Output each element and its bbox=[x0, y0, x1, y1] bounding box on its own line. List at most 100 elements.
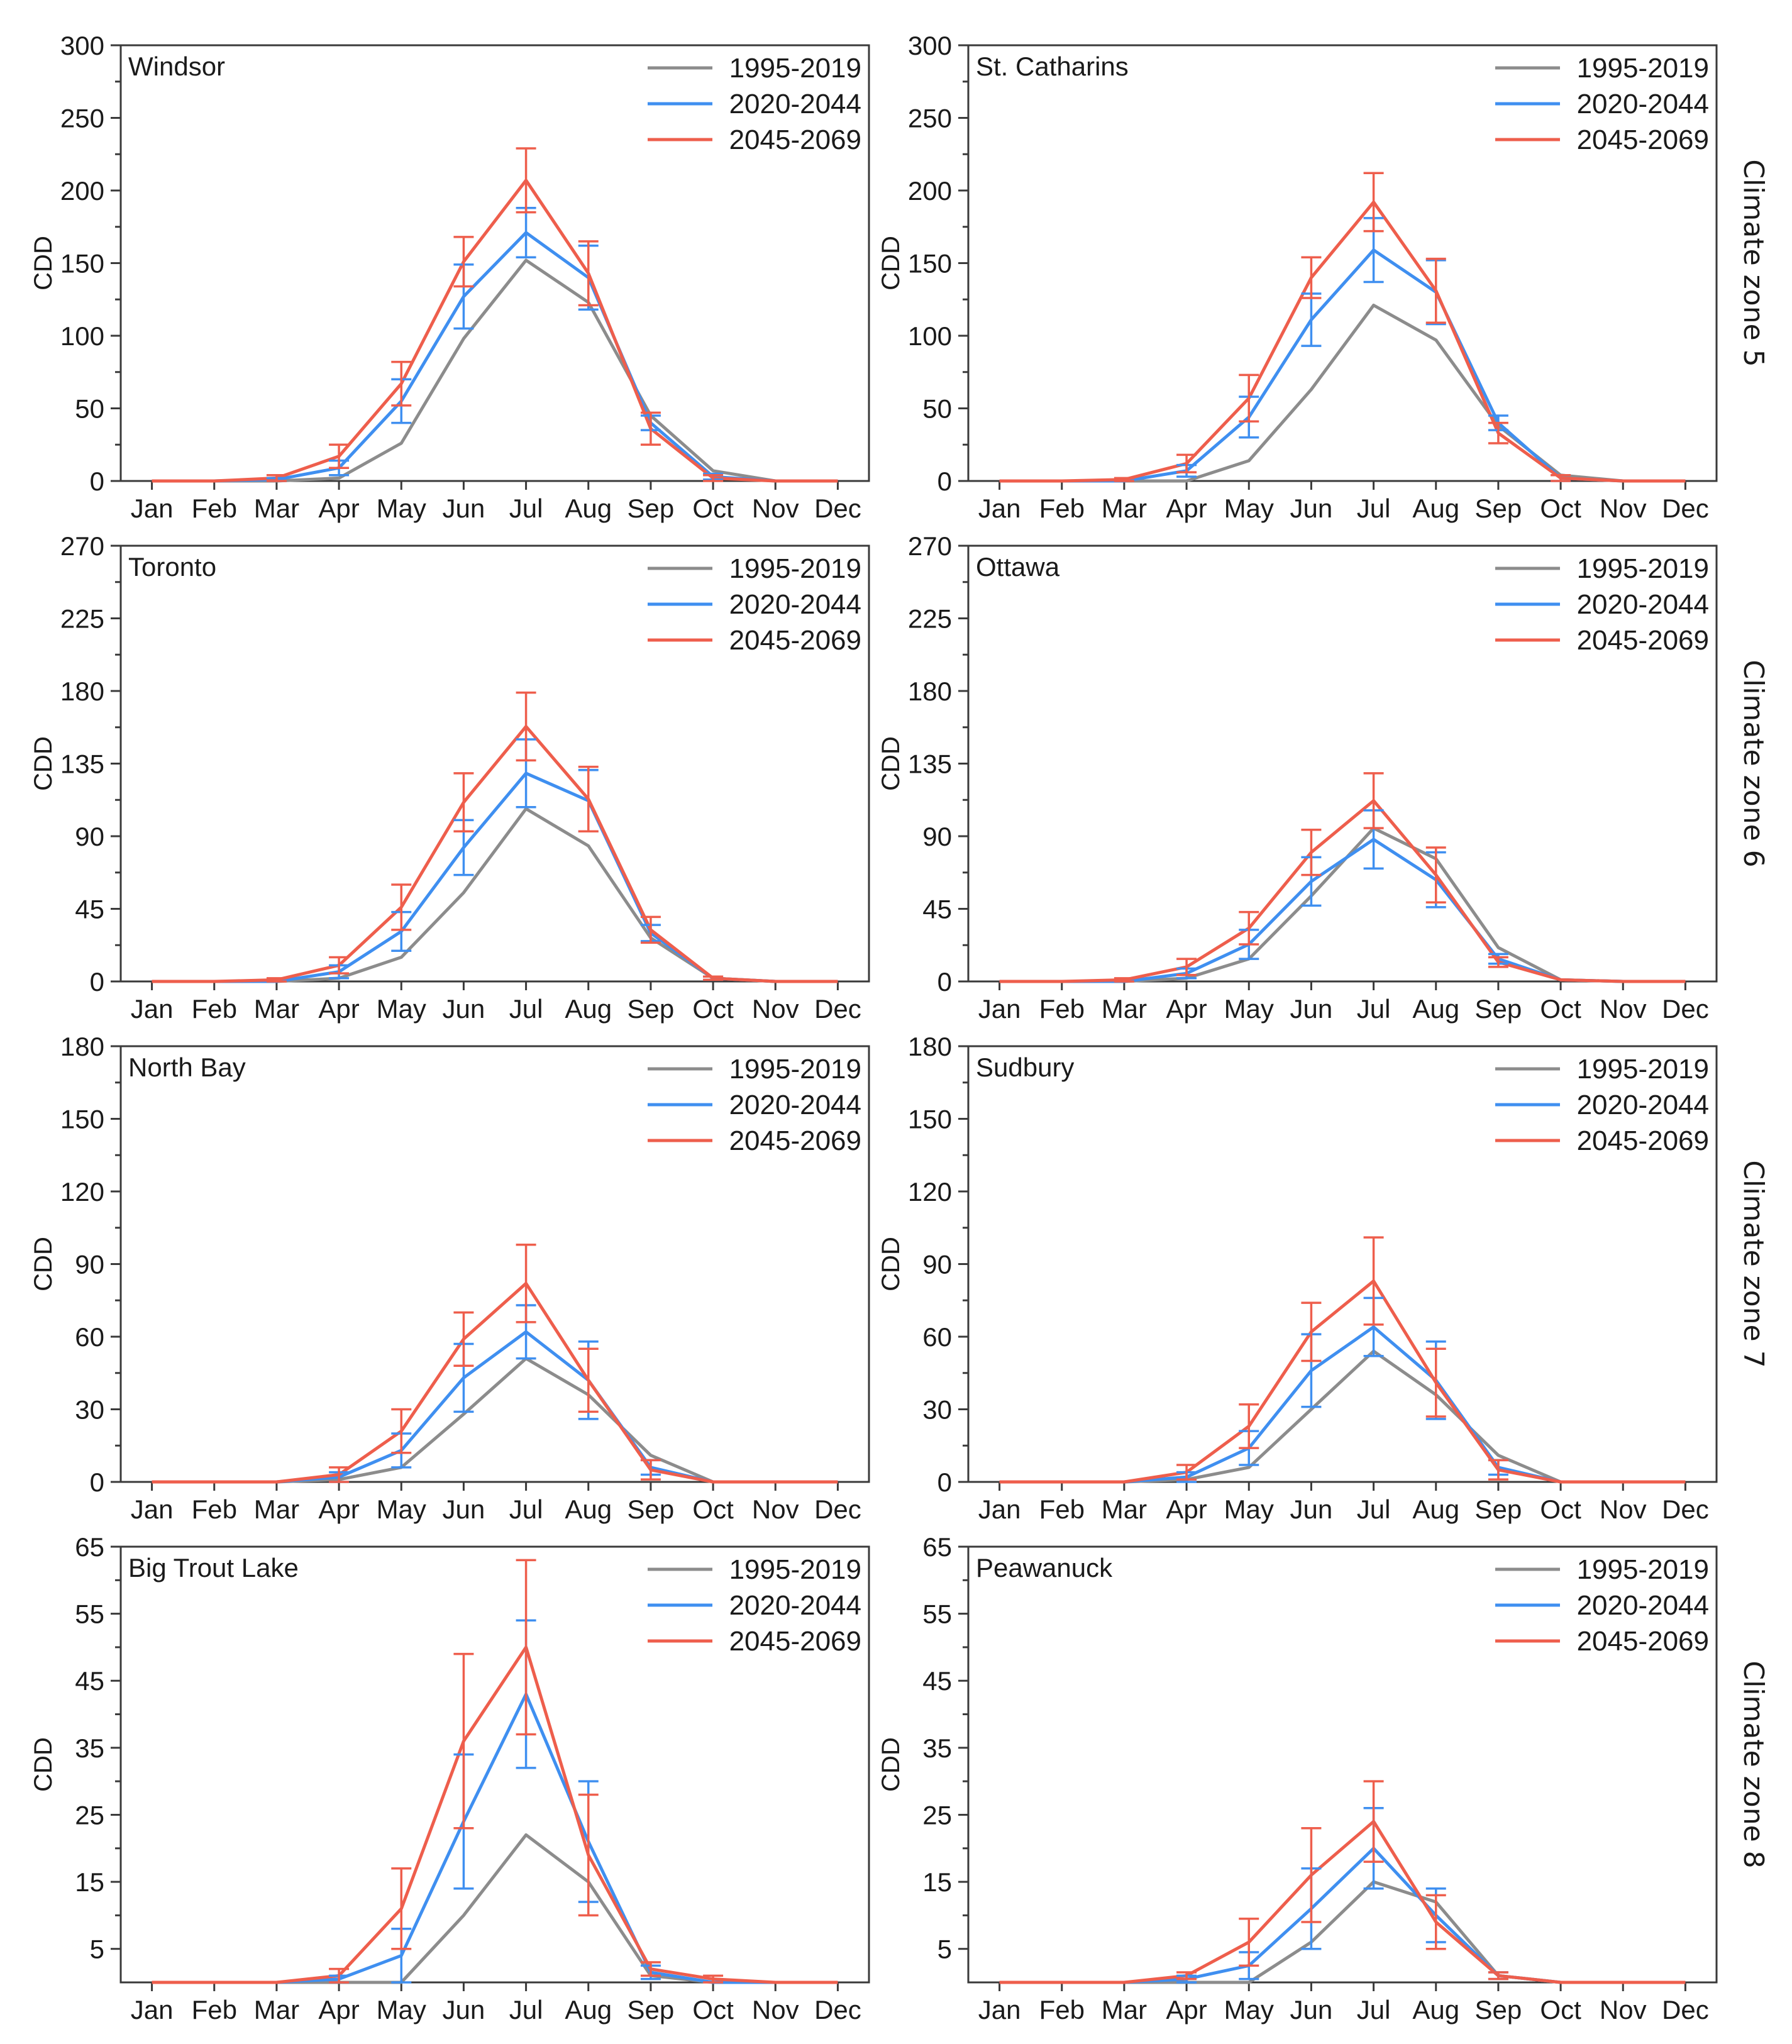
legend-label: 2045-2069 bbox=[1577, 1125, 1709, 1156]
legend-label: 2020-2044 bbox=[1577, 1590, 1709, 1621]
series-line-2045-2069 bbox=[152, 179, 838, 483]
y-tick-label: 45 bbox=[75, 895, 104, 924]
x-tick-label: Feb bbox=[192, 1995, 237, 2025]
x-tick-label: Dec bbox=[1662, 994, 1709, 1024]
x-tick-label: Jul bbox=[1357, 1995, 1391, 2025]
y-tick-label: 5 bbox=[937, 1935, 952, 1964]
y-tick-label: 150 bbox=[60, 1105, 104, 1134]
x-tick-label: Nov bbox=[1600, 1995, 1647, 2025]
x-tick-label: Jan bbox=[978, 1494, 1021, 1524]
x-tick-label: Feb bbox=[192, 994, 237, 1024]
x-tick-label: Sep bbox=[1475, 994, 1522, 1024]
y-tick-label: 100 bbox=[908, 321, 952, 351]
y-axis-label: CDD bbox=[30, 1737, 57, 1792]
x-tick-label: Jan bbox=[131, 1995, 174, 2025]
series-line-2045-2069 bbox=[999, 799, 1686, 983]
y-tick-label: 250 bbox=[908, 104, 952, 133]
series-line-1995-2019 bbox=[999, 1880, 1686, 1984]
x-tick-label: Nov bbox=[752, 994, 799, 1024]
chart-title: Windsor bbox=[128, 52, 225, 81]
x-tick-label: Aug bbox=[565, 1995, 612, 2025]
x-tick-label: Jun bbox=[443, 1995, 485, 2025]
x-tick-label: Apr bbox=[1166, 494, 1207, 523]
series-line-2045-2069 bbox=[152, 725, 838, 983]
x-tick-label: Mar bbox=[254, 1995, 299, 2025]
x-tick-label: Jan bbox=[131, 1494, 174, 1524]
chart-title: Big Trout Lake bbox=[128, 1553, 299, 1583]
y-tick-label: 135 bbox=[60, 749, 104, 779]
x-tick-label: May bbox=[377, 494, 426, 523]
x-tick-label: Feb bbox=[192, 494, 237, 523]
x-tick-label: Oct bbox=[692, 1995, 734, 2025]
x-tick-label: Oct bbox=[692, 494, 734, 523]
x-tick-label: Nov bbox=[752, 1494, 799, 1524]
x-tick-label: Feb bbox=[1039, 494, 1085, 523]
legend-label: 1995-2019 bbox=[1577, 1554, 1709, 1585]
y-tick-label: 25 bbox=[922, 1800, 952, 1830]
x-tick-label: Dec bbox=[814, 994, 861, 1024]
climate-zone-label: Climate zone 8 bbox=[1737, 1660, 1769, 1868]
x-tick-label: May bbox=[377, 1995, 426, 2025]
x-tick-label: Apr bbox=[1166, 1995, 1207, 2025]
y-tick-label: 30 bbox=[922, 1395, 952, 1425]
x-tick-label: Dec bbox=[814, 494, 861, 523]
x-tick-label: Jun bbox=[1290, 1995, 1333, 2025]
x-tick-label: Aug bbox=[1412, 1995, 1459, 2025]
legend-label: 2020-2044 bbox=[1577, 589, 1709, 620]
series-line-2045-2069 bbox=[999, 201, 1686, 483]
series-line-2020-2044 bbox=[999, 837, 1686, 983]
legend-label: 2045-2069 bbox=[1577, 1626, 1709, 1657]
x-tick-label: Mar bbox=[1102, 1995, 1147, 2025]
chart-title: Toronto bbox=[128, 552, 216, 582]
legend-label: 1995-2019 bbox=[1577, 53, 1709, 84]
x-tick-label: Nov bbox=[1600, 494, 1647, 523]
plot-frame bbox=[119, 1545, 870, 1984]
x-tick-label: May bbox=[377, 994, 426, 1024]
x-tick-label: May bbox=[1224, 994, 1274, 1024]
series-line-1995-2019 bbox=[152, 807, 838, 983]
y-tick-label: 45 bbox=[922, 1666, 952, 1696]
y-tick-label: 45 bbox=[922, 895, 952, 924]
x-tick-label: May bbox=[1224, 1995, 1274, 2025]
x-tick-label: Nov bbox=[752, 1995, 799, 2025]
legend-label: 2020-2044 bbox=[729, 89, 861, 119]
chart-north-bay: 0 30 60 90 120 150 180 Jan Feb Mar Apr May Jun Jul Aug… bbox=[30, 1032, 870, 1524]
legend-label: 1995-2019 bbox=[1577, 1054, 1709, 1085]
x-tick-label: Apr bbox=[318, 494, 359, 523]
x-tick-label: Aug bbox=[1412, 994, 1459, 1024]
series-line-1995-2019 bbox=[152, 258, 838, 483]
x-tick-label: Jul bbox=[509, 494, 543, 523]
y-tick-label: 120 bbox=[60, 1177, 104, 1207]
x-tick-label: Apr bbox=[318, 1494, 359, 1524]
x-tick-label: Dec bbox=[1662, 1494, 1709, 1524]
y-axis-label: CDD bbox=[30, 236, 57, 290]
climate-zone-label: Climate zone 6 bbox=[1737, 660, 1769, 867]
y-tick-label: 225 bbox=[908, 604, 952, 634]
series-line-2020-2044 bbox=[152, 1330, 838, 1484]
x-tick-label: Feb bbox=[192, 1494, 237, 1524]
x-tick-label: Sep bbox=[628, 494, 675, 523]
series-line-2020-2044 bbox=[999, 1847, 1686, 1984]
legend-label: 2045-2069 bbox=[729, 625, 861, 656]
y-axis-label: CDD bbox=[877, 736, 905, 791]
x-tick-label: Jun bbox=[1290, 994, 1333, 1024]
x-tick-label: Jan bbox=[131, 494, 174, 523]
x-tick-label: Jan bbox=[131, 994, 174, 1024]
y-tick-label: 55 bbox=[922, 1599, 952, 1629]
y-tick-label: 180 bbox=[60, 1032, 104, 1061]
x-tick-label: Aug bbox=[1412, 1494, 1459, 1524]
x-tick-label: Sep bbox=[1475, 1995, 1522, 2025]
legend-label: 2045-2069 bbox=[729, 1125, 861, 1156]
x-tick-label: Mar bbox=[254, 1494, 299, 1524]
x-tick-label: Jul bbox=[1357, 994, 1391, 1024]
x-tick-label: May bbox=[1224, 1494, 1274, 1524]
y-tick-label: 60 bbox=[75, 1322, 104, 1352]
climate-zone-label: Climate zone 7 bbox=[1737, 1160, 1769, 1367]
x-tick-label: Jan bbox=[978, 994, 1021, 1024]
chart-title: Ottawa bbox=[976, 552, 1060, 582]
x-tick-label: Sep bbox=[628, 994, 675, 1024]
y-tick-label: 300 bbox=[908, 31, 952, 60]
x-tick-label: Jun bbox=[1290, 1494, 1333, 1524]
series-line-2045-2069 bbox=[999, 1279, 1686, 1484]
chart-ottawa: 0 45 90 135 180 225 270 Jan Feb Mar Apr May Jun Jul Au… bbox=[877, 531, 1718, 1024]
